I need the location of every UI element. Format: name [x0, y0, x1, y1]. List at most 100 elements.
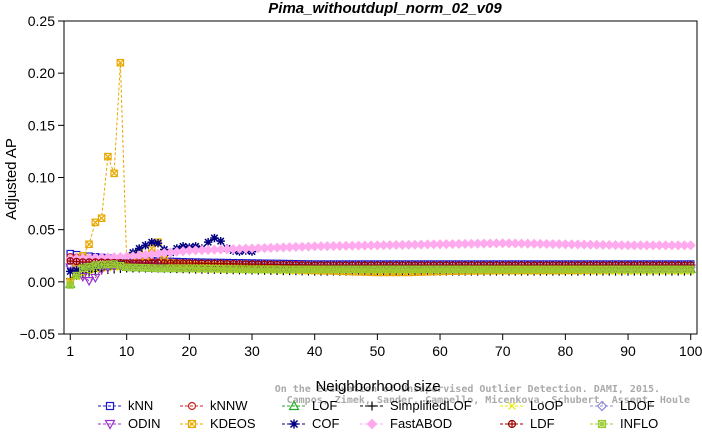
data-point	[492, 265, 501, 274]
y-tick-label: 0.20	[28, 65, 55, 81]
data-point	[335, 265, 344, 274]
legend-label: LDOF	[620, 398, 655, 413]
data-point	[135, 263, 144, 272]
data-point	[110, 169, 118, 178]
data-point	[323, 265, 332, 274]
data-point	[79, 264, 87, 273]
data-point	[160, 264, 169, 273]
data-point	[191, 264, 200, 273]
series-markers	[66, 260, 695, 289]
legend-item-simplifiedlof: SimplifiedLOF	[360, 398, 472, 413]
legend-marker	[508, 402, 516, 410]
x-axis-title: Neighborhood size	[315, 378, 440, 395]
legend-marker	[187, 401, 197, 411]
data-point	[480, 265, 488, 274]
x-tick-label: 90	[620, 343, 636, 359]
data-point	[580, 265, 588, 274]
y-tick-label: 0.05	[28, 222, 55, 238]
data-point	[91, 261, 100, 269]
legend-label: kNNW	[210, 398, 248, 413]
legend-item-cof: COF	[282, 416, 340, 431]
data-point	[429, 265, 438, 274]
legend-label: INFLO	[620, 416, 658, 431]
legend: kNN kNNW LOF SimplifiedLOF LoOP LDOF ODIN KDEOS…	[98, 398, 658, 431]
data-point	[605, 265, 614, 274]
data-point	[354, 265, 363, 274]
data-point	[85, 262, 93, 271]
data-point	[154, 264, 162, 273]
data-point	[173, 264, 181, 273]
data-point	[329, 265, 338, 274]
data-point	[223, 265, 231, 273]
data-point	[511, 265, 520, 274]
data-point	[686, 265, 695, 274]
legend-label: ODIN	[128, 416, 161, 431]
data-point	[680, 265, 689, 274]
legend-marker	[288, 400, 300, 411]
legend-marker	[289, 419, 299, 429]
data-point	[235, 265, 244, 273]
plot-frame	[63, 20, 698, 335]
series-markers	[65, 238, 696, 264]
data-point	[685, 240, 696, 251]
legend-label: FastABOD	[390, 416, 452, 431]
data-point	[66, 257, 75, 265]
data-point	[611, 265, 620, 274]
data-point	[166, 264, 175, 273]
x-tick-label: 10	[119, 343, 135, 359]
data-point	[505, 265, 513, 274]
data-point	[185, 264, 194, 273]
data-point	[260, 265, 269, 274]
data-point	[122, 263, 131, 272]
data-point	[423, 265, 432, 274]
y-tick-label: 0.25	[28, 13, 55, 29]
legend-marker	[597, 419, 607, 429]
data-point	[542, 265, 551, 274]
legend-label: kNN	[128, 398, 153, 413]
data-point	[97, 260, 106, 269]
data-point	[210, 233, 219, 243]
legend-item-knnw: kNNW	[180, 398, 248, 413]
data-point	[555, 265, 563, 274]
data-point	[97, 214, 106, 222]
x-tick-label: 40	[307, 343, 323, 359]
series-layer	[65, 58, 696, 289]
data-point	[392, 265, 400, 274]
y-tick-label: −0.05	[20, 326, 56, 342]
data-point	[361, 265, 369, 274]
data-point	[285, 265, 294, 274]
data-point	[473, 265, 482, 274]
legend-marker	[104, 419, 116, 430]
x-tick-label: 100	[679, 343, 702, 359]
y-tick-label: 0.10	[28, 170, 55, 186]
legend-marker	[366, 418, 378, 430]
data-point	[153, 239, 163, 248]
data-point	[455, 265, 463, 274]
data-point	[147, 264, 156, 272]
legend-label: LDF	[530, 416, 555, 431]
data-point	[417, 265, 426, 274]
x-tick-label: 20	[182, 343, 198, 359]
data-point	[216, 236, 225, 246]
data-point	[523, 265, 532, 274]
data-point	[204, 264, 212, 273]
legend-label: LOF	[312, 398, 337, 413]
data-point	[617, 265, 626, 274]
x-tick-label: 70	[495, 343, 511, 359]
data-point	[248, 265, 256, 274]
data-point	[85, 240, 93, 249]
data-point	[254, 265, 263, 274]
series-inflo	[66, 260, 695, 289]
data-point	[90, 273, 101, 284]
x-tick-label: 50	[370, 343, 386, 359]
legend-item-knn: kNN	[98, 398, 153, 413]
data-point	[373, 265, 382, 274]
data-point	[72, 257, 81, 266]
data-point	[66, 267, 75, 276]
x-axis: 1 10 20 30 40 50 60 70 80 90 100	[66, 334, 702, 359]
data-point	[411, 265, 419, 274]
data-point	[129, 263, 137, 272]
data-point	[442, 265, 451, 274]
series-fastabod	[65, 238, 696, 264]
data-point	[379, 265, 388, 274]
